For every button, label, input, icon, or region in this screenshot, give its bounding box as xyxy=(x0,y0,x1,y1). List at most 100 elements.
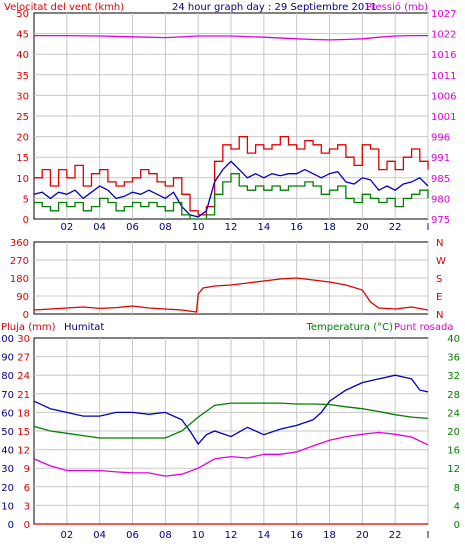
x-tick-label: I xyxy=(427,530,430,541)
y-tick-label: 25 xyxy=(16,112,29,123)
y-tick-label: 4 xyxy=(454,501,460,512)
x-tick-label: 20 xyxy=(356,222,369,233)
y-tick-label: 24 xyxy=(447,408,460,419)
y-tick-label: 1027 xyxy=(431,9,456,20)
y-tick-label: 16 xyxy=(447,446,460,457)
y-tick-label: N xyxy=(436,310,443,321)
x-tick-label: 18 xyxy=(323,222,336,233)
dewpoint-axis-label: Punt rosada xyxy=(394,322,453,333)
y-tick-label: 28 xyxy=(447,390,460,401)
y-tick-label: 70 xyxy=(1,390,14,401)
y-tick-label: 20 xyxy=(1,483,14,494)
x-tick-label: 16 xyxy=(290,222,303,233)
y-tick-label: 50 xyxy=(16,9,29,20)
x-tick-label: 08 xyxy=(159,530,172,541)
y-tick-label: 3 xyxy=(24,501,30,512)
series-line-temperature xyxy=(33,431,429,477)
x-tick-label: 04 xyxy=(93,530,106,541)
y-tick-label: 10 xyxy=(16,174,29,185)
series-line-temperature xyxy=(33,402,429,439)
y-tick-label: 90 xyxy=(16,292,29,303)
y-tick-label: N xyxy=(436,238,443,249)
y-tick-label: 0 xyxy=(23,310,29,321)
y-tick-label: 270 xyxy=(10,256,29,267)
y-tick-label: 40 xyxy=(447,334,460,345)
x-tick-label: 10 xyxy=(192,530,205,541)
y-tick-label: 20 xyxy=(16,133,29,144)
x-tick-label: 22 xyxy=(389,222,402,233)
y-tick-label: 36 xyxy=(447,353,460,364)
y-tick-label: S xyxy=(436,274,442,285)
y-tick-label: 100 xyxy=(0,334,14,345)
y-tick-label: 0 xyxy=(24,520,30,531)
y-tick-label: 32 xyxy=(447,371,460,382)
y-tick-label: 991 xyxy=(431,153,450,164)
x-tick-label: 14 xyxy=(257,530,270,541)
y-tick-label: 15 xyxy=(16,153,29,164)
y-tick-label: 1011 xyxy=(431,71,456,82)
y-tick-label: 12 xyxy=(447,464,460,475)
left-axis-label: Velocitat del vent (kmh) xyxy=(4,2,124,13)
x-tick-label: 12 xyxy=(225,530,238,541)
x-tick-label: 06 xyxy=(126,222,139,233)
x-tick-label: 18 xyxy=(323,530,336,541)
y-tick-label: 50 xyxy=(1,427,14,438)
y-tick-label: 985 xyxy=(431,174,450,185)
x-tick-label: 12 xyxy=(225,222,238,233)
y-tick-label: 40 xyxy=(1,446,14,457)
y-tick-label: E xyxy=(436,292,442,303)
x-tick-label: 20 xyxy=(356,530,369,541)
y-tick-label: 360 xyxy=(10,238,29,249)
y-tick-label: 35 xyxy=(16,71,29,82)
rain-axis-label: Pluja (mm) xyxy=(1,322,56,333)
y-tick-label: 975 xyxy=(431,215,450,226)
x-tick-label: 06 xyxy=(126,530,139,541)
y-tick-label: 30 xyxy=(1,464,14,475)
y-tick-label: 0 xyxy=(8,520,14,531)
y-tick-label: 10 xyxy=(1,501,14,512)
y-tick-label: 27 xyxy=(17,353,30,364)
right-axis-label: Pressió (mb) xyxy=(366,1,428,13)
x-tick-label: 02 xyxy=(60,222,73,233)
y-tick-label: 80 xyxy=(1,371,14,382)
y-tick-label: 1016 xyxy=(431,50,456,61)
x-tick-label: 22 xyxy=(389,530,402,541)
y-tick-label: 996 xyxy=(431,133,450,144)
y-tick-label: 12 xyxy=(17,446,30,457)
y-tick-label: 1022 xyxy=(431,30,456,41)
x-tick-label: 14 xyxy=(257,222,270,233)
y-tick-label: 6 xyxy=(24,483,30,494)
series-line-wind-direction xyxy=(33,277,429,313)
y-tick-label: 40 xyxy=(16,50,29,61)
series-line-blue xyxy=(33,160,429,218)
temperature-axis-label: Temperatura (°C) xyxy=(305,322,393,333)
y-tick-label: 1001 xyxy=(431,112,456,123)
series-line-green xyxy=(34,173,429,220)
y-tick-label: W xyxy=(436,256,446,267)
y-tick-label: 180 xyxy=(10,274,29,285)
series-line-magenta xyxy=(34,34,428,41)
x-tick-label: 08 xyxy=(159,222,172,233)
x-tick-label: 16 xyxy=(290,530,303,541)
y-tick-label: 45 xyxy=(16,30,29,41)
y-tick-label: 5 xyxy=(23,194,29,205)
y-tick-label: 15 xyxy=(17,427,30,438)
wind-pressure-chart: Velocitat del vent (kmh) 24 hour graph da… xyxy=(4,1,456,233)
y-tick-label: 20 xyxy=(447,427,460,438)
humidity-axis-label: Humitat xyxy=(64,322,104,333)
x-tick-label: 10 xyxy=(192,222,205,233)
y-tick-label: 30 xyxy=(17,334,30,345)
series-line-red xyxy=(34,135,429,216)
x-tick-label: 02 xyxy=(60,530,73,541)
y-tick-label: 18 xyxy=(17,408,30,419)
humidity-temperature-chart: Pluja (mm) Humitat Temperatura (°C) Punt ro… xyxy=(0,322,460,541)
y-tick-label: 90 xyxy=(1,353,14,364)
y-tick-label: 30 xyxy=(16,91,29,102)
y-tick-label: 0 xyxy=(454,520,460,531)
y-tick-label: 60 xyxy=(1,408,14,419)
y-tick-label: 8 xyxy=(454,483,460,494)
y-tick-label: 1006 xyxy=(431,91,456,102)
x-tick-label: 04 xyxy=(93,222,106,233)
